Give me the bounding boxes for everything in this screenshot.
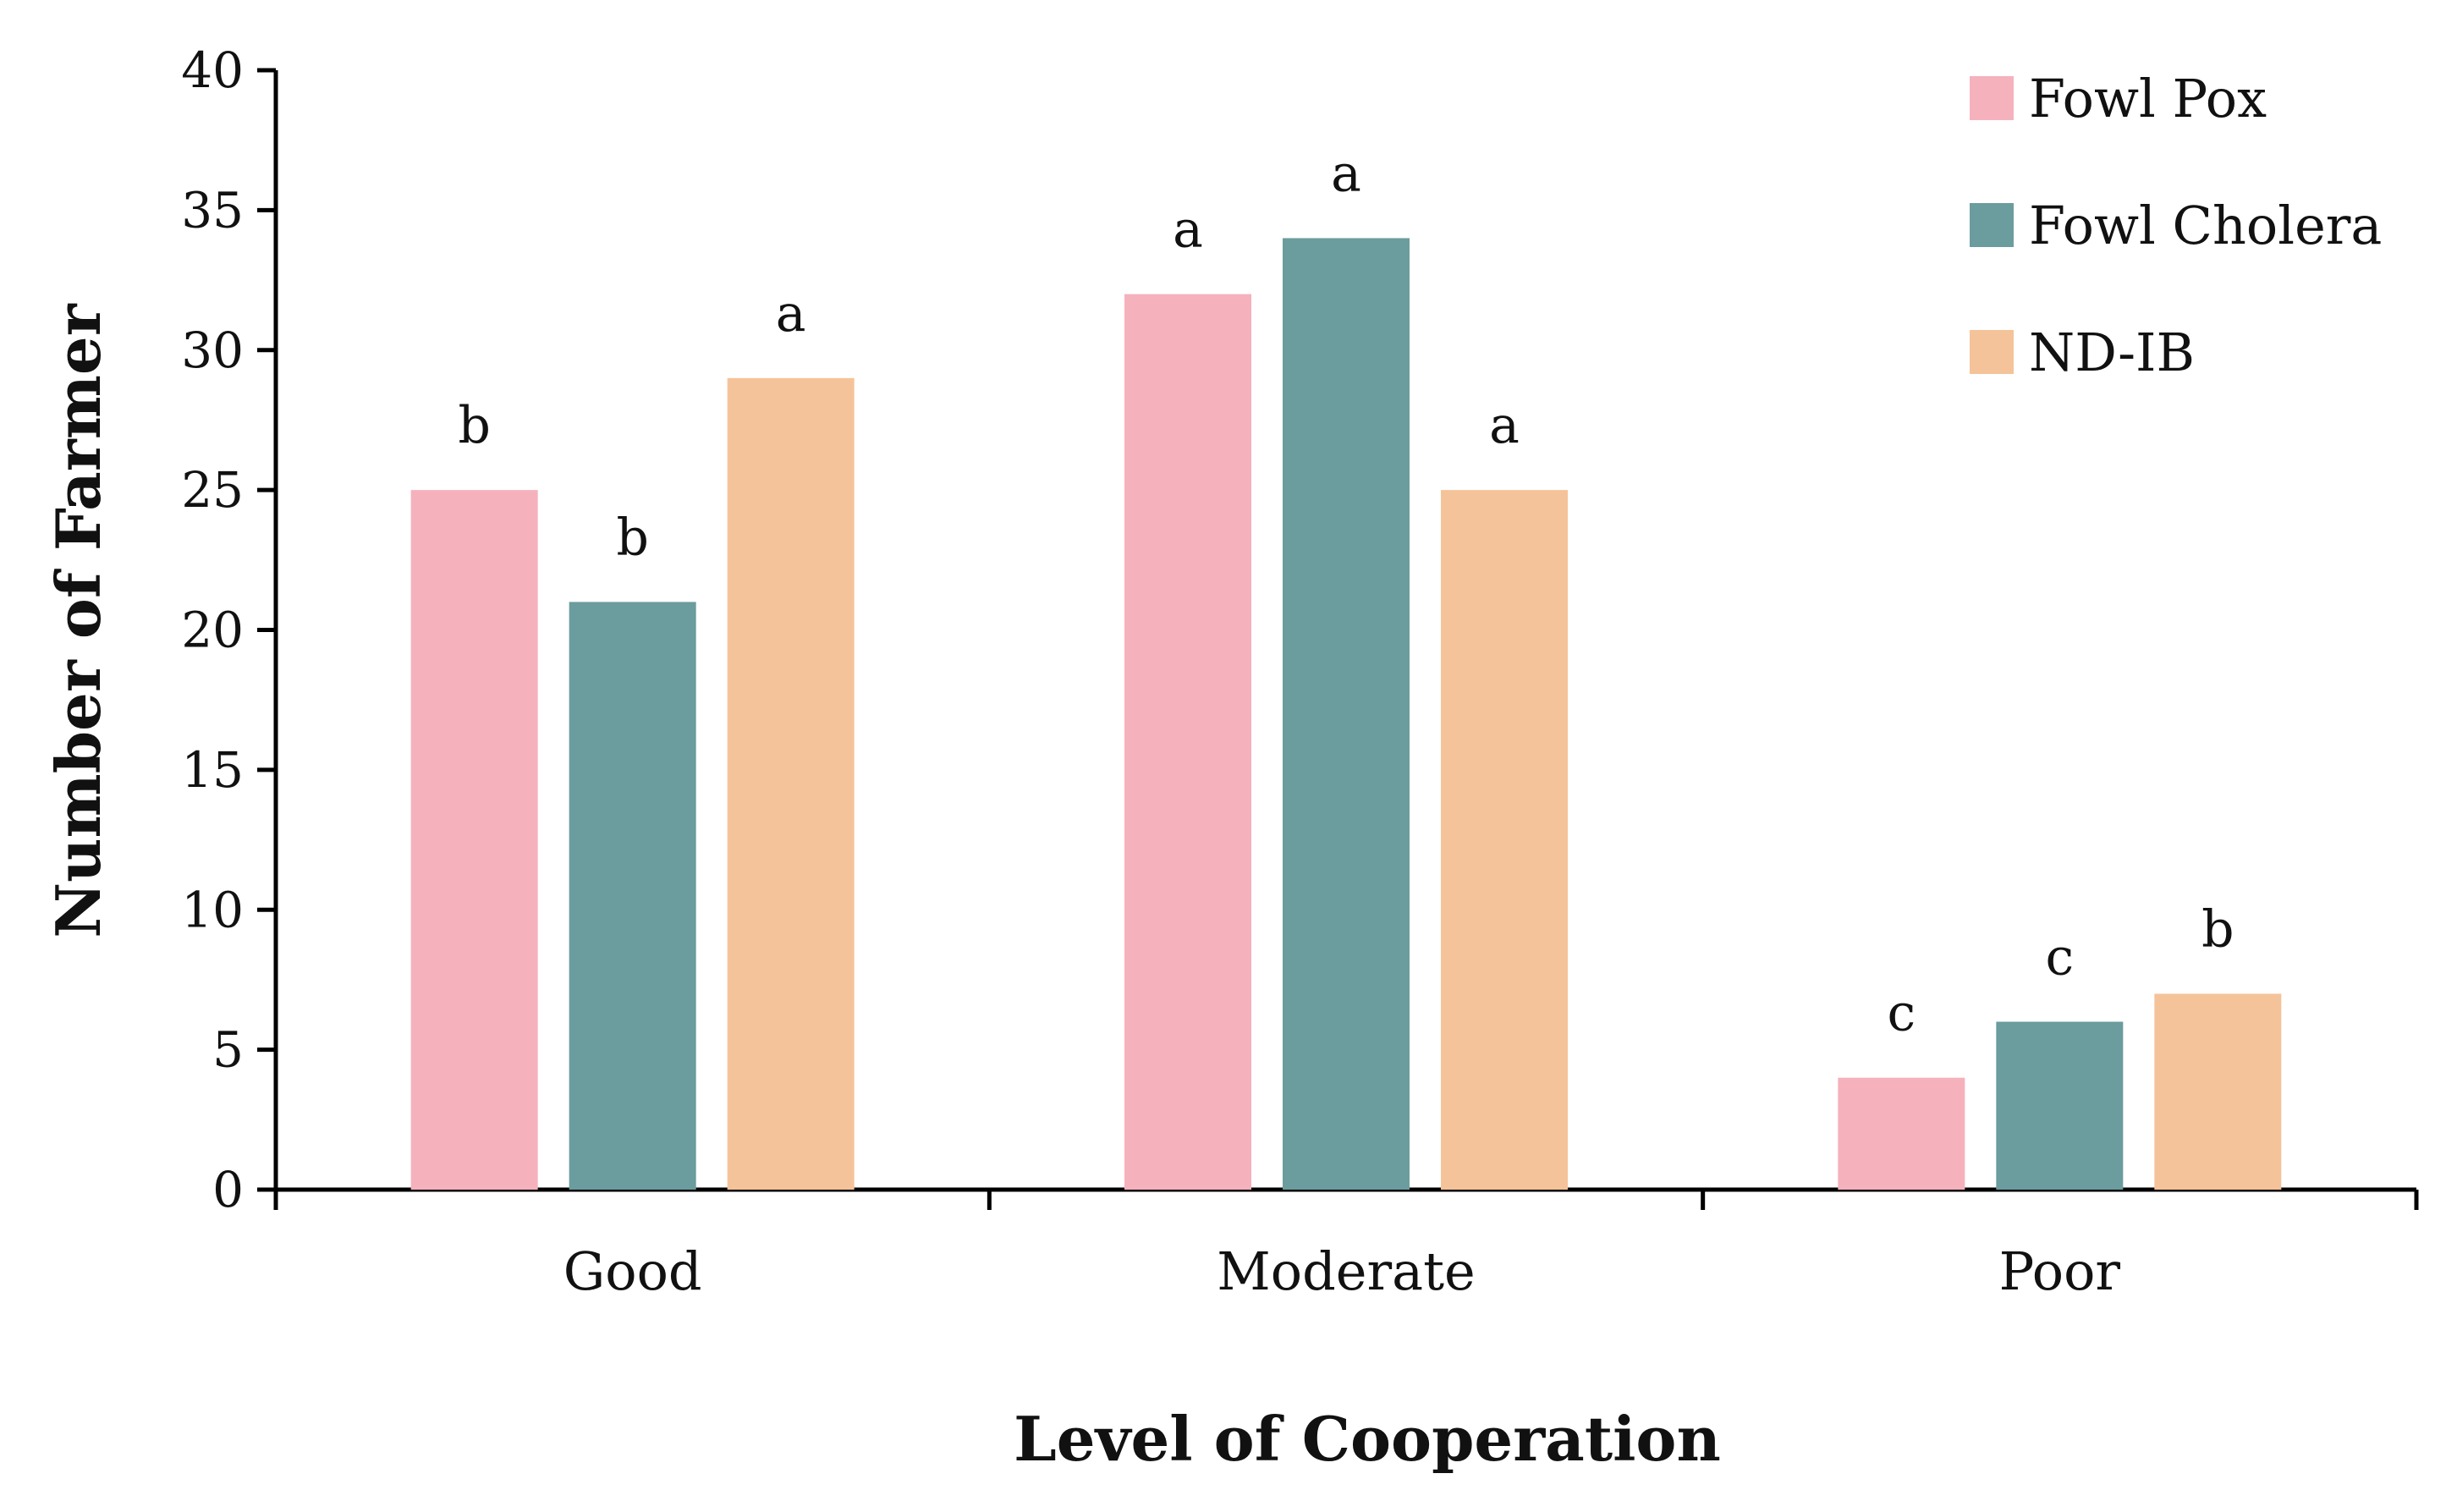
data-label-nd-ib-poor: b <box>2201 899 2234 959</box>
data-label-fowl-pox-poor: c <box>1888 984 1916 1043</box>
bar-fowl-cholera-moderate <box>1283 238 1410 1190</box>
data-labels: b a c b a c a a b <box>458 144 2234 1042</box>
x-tick-label-good: Good <box>563 1240 702 1302</box>
y-axis-title: Number of Farmer <box>42 303 114 937</box>
x-axis: Good Moderate Poor <box>273 1187 2419 1302</box>
bar-nd-ib-poor <box>2154 993 2282 1190</box>
x-tick-label-poor: Poor <box>1999 1240 2121 1302</box>
y-axis: 0 5 10 15 20 25 30 35 40 <box>181 41 278 1218</box>
y-tick-label-15: 15 <box>181 741 244 799</box>
legend-label-fowl-cholera: Fowl Cholera <box>2029 195 2382 256</box>
data-label-fowl-cholera-poor: c <box>2046 928 2075 987</box>
y-tick-label-0: 0 <box>212 1161 244 1218</box>
y-tick-label-20: 20 <box>181 602 244 659</box>
legend: Fowl Pox Fowl Cholera ND-IB <box>1970 68 2382 383</box>
data-label-nd-ib-good: a <box>776 284 806 344</box>
legend-swatch-fowl-cholera <box>1970 203 2014 247</box>
bars <box>410 238 2282 1190</box>
x-axis-title: Level of Cooperation <box>1014 1403 1721 1475</box>
data-label-fowl-cholera-moderate: a <box>1331 144 1361 203</box>
data-label-fowl-cholera-good: b <box>616 508 648 567</box>
legend-swatch-fowl-pox <box>1970 76 2014 120</box>
data-label-nd-ib-moderate: a <box>1489 396 1520 455</box>
y-tick-label-40: 40 <box>181 41 244 99</box>
bar-fowl-pox-poor <box>1838 1077 1965 1190</box>
y-tick-label-35: 35 <box>181 181 244 239</box>
bar-fowl-pox-moderate <box>1124 294 1251 1190</box>
x-tick-label-moderate: Moderate <box>1217 1240 1475 1302</box>
legend-swatch-nd-ib <box>1970 330 2014 374</box>
y-tick-label-10: 10 <box>181 881 244 938</box>
legend-label-nd-ib: ND-IB <box>2029 322 2195 383</box>
data-label-fowl-pox-moderate: a <box>1173 201 1203 260</box>
bar-nd-ib-moderate <box>1441 490 1568 1190</box>
bar-fowl-pox-good <box>410 490 538 1190</box>
bar-fowl-cholera-good <box>569 602 696 1190</box>
bar-nd-ib-good <box>727 377 855 1190</box>
y-tick-label-30: 30 <box>181 322 244 379</box>
legend-label-fowl-pox: Fowl Pox <box>2029 68 2267 129</box>
y-tick-label-5: 5 <box>212 1021 244 1079</box>
data-label-fowl-pox-good: b <box>458 396 490 455</box>
bar-fowl-cholera-poor <box>1996 1021 2124 1190</box>
y-tick-label-25: 25 <box>181 461 244 519</box>
